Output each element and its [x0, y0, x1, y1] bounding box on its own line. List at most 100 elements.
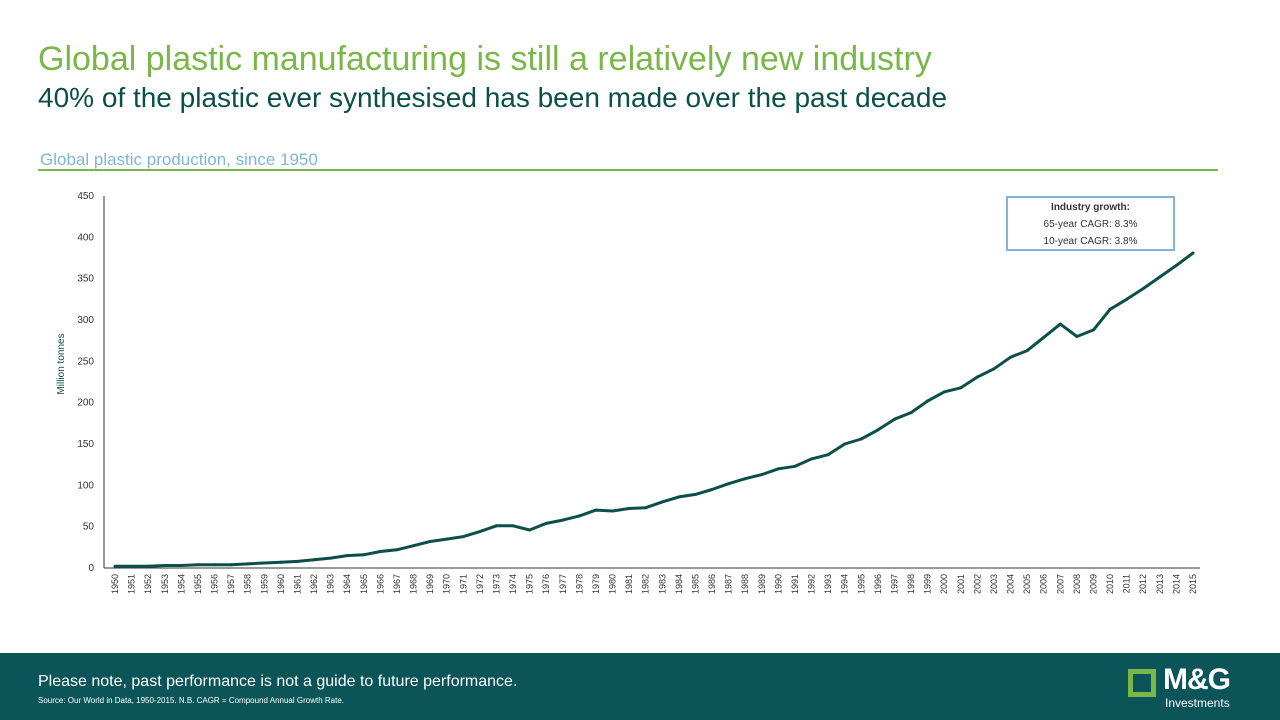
- data-point: [478, 530, 482, 534]
- data-point: [1174, 263, 1178, 267]
- data-point: [395, 548, 399, 552]
- x-tick-label: 1953: [160, 574, 170, 594]
- x-tick-label: 1956: [210, 574, 220, 594]
- mg-logo: M&G: [1163, 663, 1231, 696]
- x-tick-label: 1994: [840, 574, 850, 594]
- x-tick-label: 1985: [690, 574, 700, 594]
- x-tick-label: 2015: [1188, 574, 1198, 594]
- data-point: [1158, 275, 1162, 279]
- data-point: [1075, 335, 1079, 338]
- data-point: [1042, 335, 1046, 339]
- y-tick-label: 0: [88, 563, 94, 574]
- y-tick-label: 350: [77, 274, 94, 285]
- x-tick-label: 1992: [807, 574, 817, 594]
- data-point: [494, 524, 498, 528]
- data-point: [859, 437, 863, 441]
- x-tick-label: 1955: [193, 574, 203, 594]
- x-tick-label: 1996: [873, 574, 883, 594]
- y-tick-label: 250: [77, 356, 94, 367]
- data-point: [213, 563, 216, 567]
- data-point: [146, 564, 150, 568]
- x-tick-label: 1988: [740, 574, 750, 594]
- x-tick-label: 1966: [375, 574, 385, 594]
- data-point: [130, 564, 134, 568]
- x-tick-label: 1982: [641, 574, 651, 594]
- data-point: [1009, 355, 1013, 359]
- x-tick-label: 1973: [491, 574, 501, 594]
- x-tick-label: 1963: [326, 574, 336, 594]
- x-tick-label: 1983: [657, 574, 667, 594]
- growth-cagr-10: 10-year CAGR: 3.8%: [1043, 236, 1138, 247]
- data-point: [710, 488, 714, 491]
- x-tick-label: 1959: [259, 574, 269, 594]
- x-tick-label: 1997: [889, 574, 899, 594]
- title-divider: [38, 169, 1218, 171]
- y-tick-label: 400: [77, 232, 94, 243]
- data-point: [843, 442, 847, 446]
- x-tick-label: 2006: [1039, 574, 1049, 594]
- x-tick-label: 1986: [707, 574, 717, 594]
- x-tick-label: 1969: [425, 574, 435, 594]
- page-subtitle: 40% of the plastic ever synthesised has …: [38, 82, 948, 113]
- x-tick-label: 1977: [558, 574, 568, 594]
- x-tick-label: 1970: [442, 574, 452, 594]
- x-tick-label: 2013: [1155, 574, 1165, 594]
- data-point: [577, 514, 581, 518]
- x-tick-label: 1978: [574, 574, 584, 594]
- data-point: [760, 473, 764, 477]
- y-tick-label: 300: [77, 315, 94, 326]
- data-point: [412, 544, 415, 548]
- x-tick-label: 1958: [243, 574, 253, 594]
- data-point: [660, 500, 664, 504]
- data-point: [528, 528, 532, 532]
- data-point: [511, 524, 515, 528]
- data-point: [163, 564, 167, 567]
- data-point: [196, 563, 200, 567]
- data-point: [727, 482, 731, 486]
- data-point: [1191, 251, 1195, 255]
- data-point: [246, 562, 250, 566]
- x-tick-label: 1950: [110, 574, 120, 594]
- x-tick-label: 1967: [392, 574, 402, 594]
- growth-cagr-65: 65-year CAGR: 8.3%: [1043, 219, 1138, 230]
- data-point: [461, 535, 465, 539]
- x-tick-label: 1962: [309, 574, 319, 594]
- y-tick-label: 50: [83, 522, 95, 533]
- data-point: [694, 492, 697, 496]
- y-axis-label: Million tonnes: [56, 333, 67, 394]
- data-point: [992, 367, 996, 371]
- data-point: [1025, 349, 1029, 353]
- data-point: [627, 507, 631, 510]
- page-title: Global plastic manufacturing is still a …: [38, 40, 932, 78]
- x-tick-label: 2002: [972, 574, 982, 594]
- data-point: [776, 467, 780, 471]
- series-line: [115, 251, 1194, 568]
- x-tick-label: 1979: [591, 574, 601, 594]
- data-point: [262, 561, 266, 565]
- x-tick-label: 1999: [923, 574, 933, 594]
- data-point: [942, 390, 946, 394]
- mg-logo-square-icon: [1128, 669, 1156, 697]
- x-tick-label: 1998: [906, 574, 916, 594]
- data-point: [428, 540, 432, 543]
- footer-bar: Please note, past performance is not a g…: [0, 653, 1280, 720]
- data-point: [826, 453, 830, 457]
- data-point: [229, 563, 233, 567]
- x-tick-label: 1964: [342, 574, 352, 594]
- x-tick-label: 1993: [823, 574, 833, 594]
- x-tick-label: 2009: [1088, 574, 1098, 594]
- x-tick-label: 1952: [143, 574, 153, 594]
- y-tick-label: 150: [77, 439, 94, 450]
- x-tick-label: 2010: [1105, 574, 1115, 594]
- x-tick-label: 1989: [757, 574, 767, 594]
- data-point: [793, 464, 797, 468]
- x-tick-label: 2008: [1072, 574, 1082, 594]
- industry-growth-box: Industry growth: 65-year CAGR: 8.3% 10-y…: [1006, 196, 1175, 251]
- x-tick-label: 1974: [508, 574, 518, 594]
- data-point: [445, 537, 449, 541]
- data-point: [1058, 322, 1062, 326]
- data-point: [561, 518, 565, 522]
- x-tick-label: 1951: [127, 574, 137, 594]
- x-tick-label: 1960: [276, 574, 286, 594]
- data-point: [959, 386, 963, 390]
